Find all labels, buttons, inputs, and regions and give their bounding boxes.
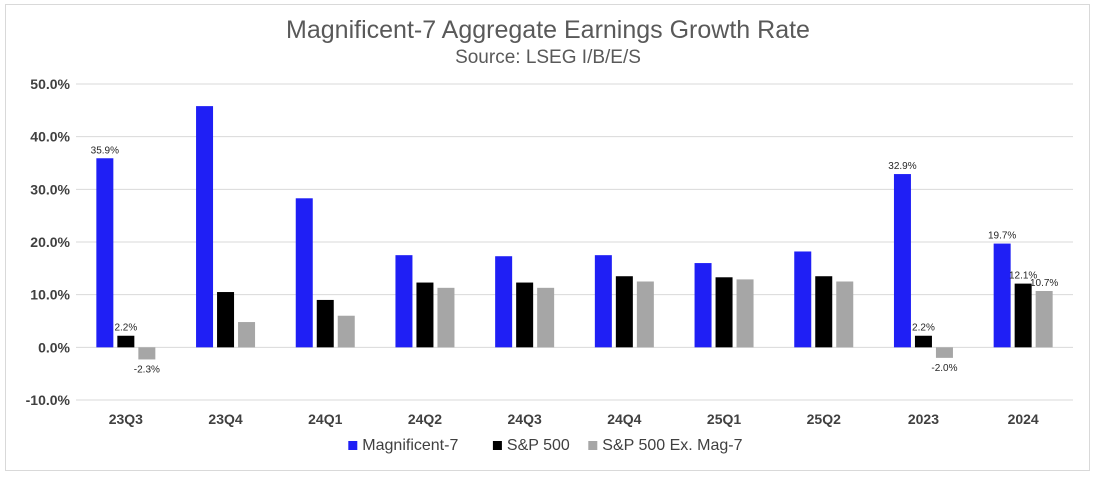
x-tick-label: 2024 bbox=[1008, 411, 1039, 427]
bar bbox=[117, 335, 135, 348]
bar bbox=[815, 276, 833, 348]
data-label: -2.3% bbox=[134, 364, 160, 375]
y-axis: 50.0% 40.0% 30.0% 20.0% 10.0% 0.0% -10.0% bbox=[26, 76, 71, 408]
legend-swatch bbox=[588, 441, 598, 450]
y-tick-label: -10.0% bbox=[26, 392, 71, 408]
bar bbox=[437, 287, 455, 348]
y-tick-label: 10.0% bbox=[30, 287, 70, 303]
y-tick-label: 0.0% bbox=[38, 339, 70, 355]
x-tick-label: 23Q3 bbox=[109, 411, 143, 427]
x-tick-label: 25Q1 bbox=[707, 411, 741, 427]
bar bbox=[694, 263, 712, 348]
legend-label: S&P 500 bbox=[507, 437, 570, 454]
bar bbox=[337, 315, 355, 348]
bar bbox=[715, 277, 733, 348]
bar bbox=[537, 287, 555, 348]
bar bbox=[395, 255, 413, 348]
bar bbox=[893, 174, 911, 348]
x-tick-label: 24Q3 bbox=[508, 411, 542, 427]
legend-label: Magnificent-7 bbox=[362, 437, 458, 454]
data-label: 2.2% bbox=[912, 323, 935, 334]
bar bbox=[935, 347, 953, 358]
bar bbox=[495, 256, 513, 348]
y-tick-label: 20.0% bbox=[30, 234, 70, 250]
data-label: 2.2% bbox=[114, 323, 137, 334]
bar bbox=[416, 282, 434, 348]
x-axis: 23Q3 23Q4 24Q1 24Q2 24Q3 24Q4 25Q1 25Q2 2023 2024 bbox=[109, 411, 1039, 427]
bars bbox=[96, 106, 1053, 360]
bar bbox=[196, 106, 214, 348]
bar bbox=[217, 292, 235, 348]
x-tick-label: 24Q1 bbox=[308, 411, 342, 427]
data-label: 19.7% bbox=[988, 231, 1016, 242]
bar bbox=[516, 282, 534, 348]
bar bbox=[736, 279, 754, 348]
y-tick-label: 30.0% bbox=[30, 181, 70, 197]
bar bbox=[316, 299, 334, 348]
data-label: 10.7% bbox=[1030, 278, 1058, 289]
data-label: -2.0% bbox=[931, 363, 957, 374]
bar bbox=[836, 281, 854, 348]
x-tick-label: 25Q2 bbox=[807, 411, 841, 427]
y-tick-label: 40.0% bbox=[30, 129, 70, 145]
x-tick-label: 24Q4 bbox=[607, 411, 641, 427]
legend-label: S&P 500 Ex. Mag-7 bbox=[602, 437, 742, 454]
bar bbox=[1035, 290, 1053, 348]
bar bbox=[615, 276, 633, 348]
bar bbox=[914, 335, 932, 348]
bar bbox=[96, 158, 114, 348]
bar bbox=[1014, 283, 1032, 348]
legend-swatch bbox=[348, 441, 358, 450]
x-tick-label: 24Q2 bbox=[408, 411, 442, 427]
chart-subtitle: Source: LSEG I/B/E/S bbox=[455, 47, 641, 68]
bar bbox=[138, 347, 156, 360]
data-label: 35.9% bbox=[91, 145, 119, 156]
data-label: 12.1% bbox=[1009, 271, 1037, 282]
bar bbox=[636, 281, 654, 348]
bar bbox=[238, 322, 256, 348]
legend: Magnificent-7 S&P 500 S&P 500 Ex. Mag-7 bbox=[348, 437, 743, 454]
data-labels: 35.9% 2.2% -2.3% 32.9% 2.2% -2.0% 19.7% 12.1%10… bbox=[91, 145, 1059, 375]
chart-canvas: Magnificent-7 Aggregate Earnings Growth … bbox=[26, 16, 1073, 454]
bar bbox=[993, 243, 1011, 348]
bar bbox=[794, 251, 812, 348]
x-tick-label: 23Q4 bbox=[208, 411, 242, 427]
legend-swatch bbox=[492, 441, 502, 450]
chart-frame: Magnificent-7 Aggregate Earnings Growth … bbox=[5, 4, 1090, 471]
bar bbox=[295, 198, 313, 348]
bar bbox=[594, 255, 612, 348]
y-tick-label: 50.0% bbox=[30, 76, 70, 92]
data-label: 32.9% bbox=[888, 161, 916, 172]
chart-title: Magnificent-7 Aggregate Earnings Growth … bbox=[286, 16, 810, 44]
gridlines bbox=[76, 83, 1073, 401]
x-tick-label: 2023 bbox=[908, 411, 939, 427]
